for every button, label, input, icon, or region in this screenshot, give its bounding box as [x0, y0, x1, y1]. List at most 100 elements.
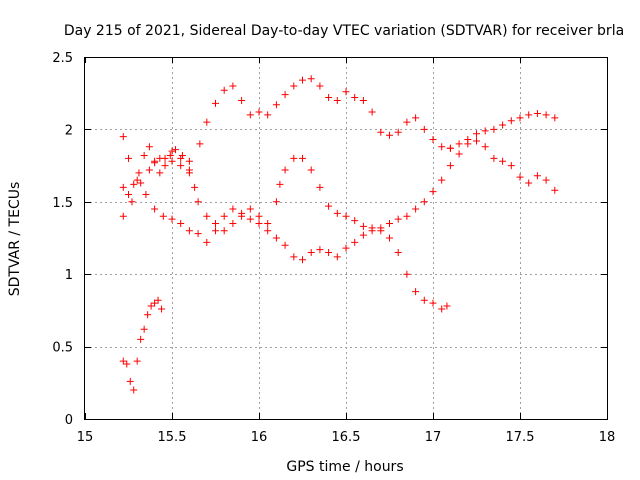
- y-tick-label: 0.5: [52, 341, 73, 356]
- data-point: [307, 75, 315, 83]
- data-point: [119, 183, 127, 191]
- data-point: [464, 140, 472, 148]
- data-point: [377, 128, 385, 136]
- data-point: [135, 169, 143, 177]
- data-point: [161, 154, 169, 162]
- data-point: [281, 241, 289, 249]
- data-point: [351, 94, 359, 102]
- data-point: [178, 151, 186, 159]
- data-point: [212, 227, 219, 235]
- data-point: [299, 256, 306, 264]
- data-point: [394, 128, 402, 136]
- data-point: [359, 222, 367, 230]
- data-point: [133, 176, 141, 184]
- data-point: [316, 183, 324, 191]
- data-point: [191, 183, 199, 191]
- data-point: [481, 143, 489, 151]
- x-tick-label: 17.5: [506, 430, 535, 445]
- data-point: [212, 220, 219, 228]
- data-point: [238, 212, 246, 220]
- data-point: [159, 212, 167, 220]
- x-tick-label: 17: [425, 430, 442, 445]
- data-point: [229, 205, 237, 213]
- data-point: [316, 246, 324, 254]
- data-point: [386, 220, 393, 228]
- data-point: [542, 176, 550, 184]
- data-point: [394, 215, 402, 223]
- x-tick-label: 16.5: [332, 430, 361, 445]
- y-tick-label: 0: [65, 413, 73, 428]
- data-point: [119, 212, 127, 220]
- data-point: [438, 176, 446, 184]
- data-point: [290, 154, 298, 162]
- data-point: [119, 133, 127, 141]
- data-point: [151, 157, 159, 165]
- data-point: [229, 220, 237, 228]
- data-point: [203, 238, 211, 246]
- data-point: [403, 270, 411, 278]
- data-point: [168, 215, 176, 223]
- data-point: [342, 212, 350, 220]
- data-point: [147, 302, 155, 310]
- y-axis-label: SDTVAR / TECUs: [7, 182, 23, 297]
- data-point: [255, 212, 263, 220]
- data-point: [290, 253, 298, 261]
- data-point: [333, 96, 341, 104]
- data-point: [299, 76, 306, 84]
- data-point: [386, 234, 393, 242]
- data-point: [307, 248, 315, 256]
- data-point: [177, 154, 185, 162]
- data-point: [333, 253, 341, 261]
- data-point: [272, 101, 280, 109]
- data-point: [516, 173, 524, 181]
- data-point: [281, 166, 289, 174]
- data-point: [185, 227, 193, 235]
- data-point: [351, 217, 359, 225]
- y-tick-label: 2: [65, 123, 73, 138]
- data-point: [377, 227, 385, 235]
- y-tick-label: 2.5: [52, 51, 73, 66]
- data-point: [125, 154, 132, 162]
- data-point: [151, 205, 159, 213]
- data-point: [144, 311, 152, 319]
- data-point: [403, 118, 411, 126]
- data-point: [194, 230, 202, 238]
- data-point: [446, 144, 454, 152]
- data-point: [516, 114, 524, 122]
- data-point: [325, 248, 333, 256]
- data-point: [429, 136, 437, 144]
- data-point: [185, 157, 193, 165]
- data-point: [499, 157, 507, 165]
- data-point: [276, 180, 284, 188]
- data-point: [212, 99, 219, 107]
- data-point: [140, 325, 148, 333]
- data-point: [473, 130, 480, 138]
- data-point: [161, 162, 169, 170]
- data-point: [126, 377, 134, 385]
- data-point: [177, 162, 185, 170]
- x-tick-label: 16: [251, 430, 268, 445]
- data-point: [177, 220, 185, 228]
- data-point: [137, 335, 145, 343]
- data-point: [264, 220, 272, 228]
- data-point: [359, 96, 367, 104]
- y-tick-label: 1.5: [52, 196, 73, 211]
- data-point: [158, 305, 166, 313]
- data-point: [420, 198, 428, 206]
- data-point: [281, 91, 289, 99]
- data-point: [119, 357, 127, 365]
- data-point: [490, 154, 498, 162]
- data-point: [325, 202, 333, 210]
- data-point: [246, 215, 254, 223]
- data-point: [551, 186, 559, 194]
- data-point: [168, 147, 176, 155]
- data-point: [272, 234, 280, 242]
- data-point: [507, 117, 515, 125]
- data-point: [420, 125, 428, 133]
- data-point: [403, 212, 411, 220]
- data-point: [246, 205, 254, 213]
- data-point: [145, 166, 153, 174]
- data-point: [264, 227, 272, 235]
- data-point: [220, 227, 228, 235]
